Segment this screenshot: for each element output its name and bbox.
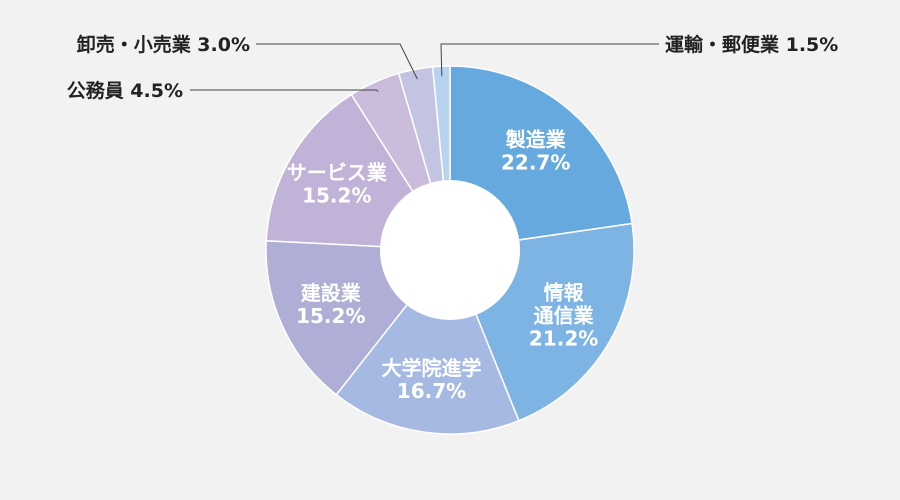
leader-line xyxy=(440,43,659,77)
slice-category-label: 製造業 xyxy=(506,127,567,151)
labels-group: 製造業22.7%情報通信業21.2%大学院進学16.7%建設業15.2%サービス… xyxy=(287,127,598,403)
slice-category-label: 通信業 xyxy=(534,303,595,327)
slice-value-label: 16.7% xyxy=(397,379,466,403)
leader-line xyxy=(190,89,379,92)
slice-category-label: サービス業 xyxy=(287,161,388,185)
slice-value-label: 22.7% xyxy=(501,150,570,174)
slice-value-label: 15.2% xyxy=(296,304,365,328)
outside-label: 運輸・郵便業 1.5% xyxy=(665,33,838,56)
outside-labels-group: 公務員 4.5% 卸売・小売業 3.0% 運輸・郵便業 1.5% xyxy=(67,33,839,102)
slice-category-label: 情報 xyxy=(544,280,585,304)
donut-hole xyxy=(380,180,520,320)
outside-label: 公務員 4.5% xyxy=(67,79,183,102)
leader-line xyxy=(256,43,418,80)
outside-label: 卸売・小売業 3.0% xyxy=(77,33,250,56)
slice-category-label: 建設業 xyxy=(301,281,362,305)
slice-value-label: 15.2% xyxy=(302,184,371,208)
slice-value-label: 21.2% xyxy=(529,326,598,350)
slice-category-label: 大学院進学 xyxy=(382,356,482,380)
slice-- xyxy=(335,248,520,435)
